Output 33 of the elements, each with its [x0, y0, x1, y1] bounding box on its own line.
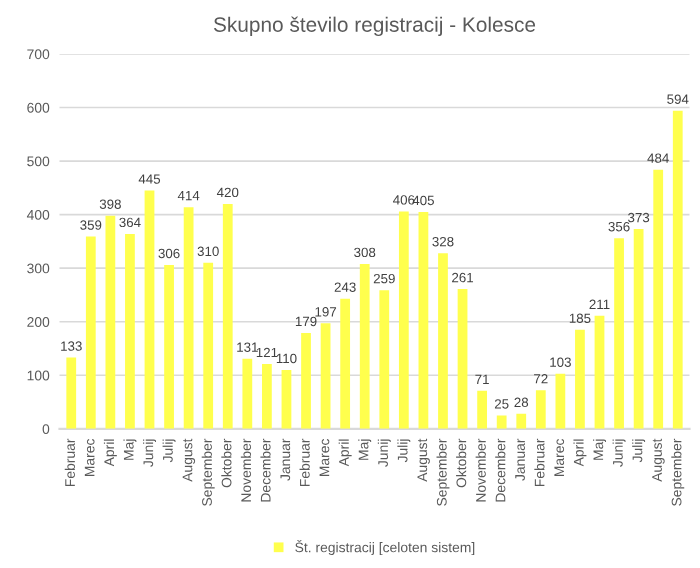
- bar: [66, 357, 77, 429]
- bar: [340, 298, 351, 429]
- bar: [575, 329, 585, 429]
- bar: [281, 369, 292, 429]
- bar: [183, 207, 194, 429]
- bar: [320, 323, 331, 429]
- bar: [516, 413, 527, 429]
- bar: [457, 289, 468, 429]
- bar: [262, 364, 272, 429]
- chart-title: Skupno število registracij - Kolesce: [213, 16, 536, 37]
- bar: [85, 236, 96, 429]
- bar: [535, 390, 546, 429]
- bar: [653, 169, 664, 429]
- bar: [594, 315, 605, 429]
- bar: [144, 190, 155, 429]
- bar: [301, 332, 311, 429]
- bar: [242, 358, 253, 429]
- bar: [164, 264, 174, 429]
- bar: [633, 229, 644, 429]
- bar: [125, 233, 135, 429]
- bar: [672, 110, 683, 429]
- bar: [496, 415, 507, 429]
- bar: [438, 253, 448, 429]
- bar: [203, 262, 214, 429]
- bar: [418, 211, 429, 429]
- bar: [614, 238, 624, 429]
- bar: [477, 390, 487, 429]
- bar: [222, 203, 233, 429]
- bar: [379, 290, 390, 429]
- bar: [105, 215, 116, 429]
- bar: [398, 211, 409, 429]
- bar: [359, 263, 370, 429]
- bar: [555, 373, 566, 429]
